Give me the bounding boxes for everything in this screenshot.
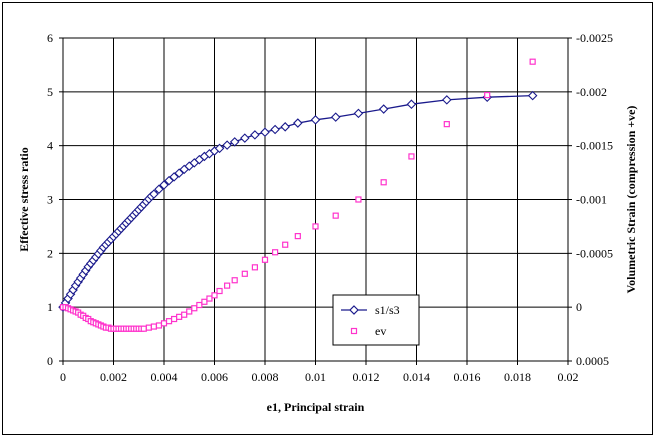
s1s3-point: [353, 108, 364, 119]
s1s3-point: [527, 90, 538, 101]
x-tick-label: 0.02: [558, 370, 579, 384]
x-tick-label: 0.004: [151, 370, 178, 384]
y2-tick-label: 0: [576, 300, 582, 314]
x-tick-label: 0.018: [504, 370, 531, 384]
y-axis-title: Effective stress ratio: [17, 147, 31, 251]
s1s3-point: [169, 172, 179, 182]
ev-point: [171, 315, 178, 323]
s1s3-point: [149, 189, 159, 199]
s1s3-point: [164, 175, 174, 186]
ev-point: [155, 322, 163, 329]
ev-point: [196, 301, 203, 309]
legend-box: [332, 294, 420, 346]
s1s3-point: [406, 99, 417, 109]
y2-tick-label: -0.0025: [576, 31, 613, 45]
legend-s1s3-marker: [349, 305, 359, 315]
ev-point: [443, 121, 450, 128]
s1s3-point: [214, 143, 225, 154]
y-tick-label: 2: [47, 246, 53, 260]
ev-point: [272, 249, 279, 256]
y2-axis-title: Volumetric Strain (compression +ve): [624, 106, 638, 294]
ev-point: [150, 323, 157, 330]
x-tick-label: 0.014: [403, 370, 430, 384]
chart-frame: 0 0.002 0.004 0.006 0.008 0.01 0.012 0.014 0.016…: [2, 2, 653, 435]
ev-point: [206, 295, 213, 302]
y-tick-label: 4: [47, 139, 53, 153]
ev-point: [211, 292, 218, 299]
ev-point: [176, 313, 183, 320]
ev-point: [216, 287, 223, 295]
x-tick-label: 0: [60, 370, 66, 384]
s1s3-point: [378, 104, 389, 114]
ev-point: [529, 58, 536, 65]
ev-point: [181, 311, 188, 318]
ev-point: [294, 233, 301, 240]
chart: 0 0.002 0.004 0.006 0.008 0.01 0.012 0.014 0.016…: [17, 31, 638, 414]
s1s3-point: [222, 140, 232, 150]
ev-point: [380, 179, 387, 186]
x-tick-label: 0.002: [100, 370, 127, 384]
ev-point: [140, 325, 147, 332]
y-tick-label: 1: [47, 300, 53, 314]
ev-point: [145, 324, 152, 331]
x-tick-label: 0.008: [252, 370, 279, 384]
x-axis-title: e1, Principal strain: [267, 400, 365, 414]
x-tick-label: 0.016: [454, 370, 481, 384]
y2-tick-label: 0.0005: [576, 354, 609, 368]
ev-point: [165, 318, 173, 325]
s1s3-point: [174, 168, 184, 178]
legend: s1/s3 ev: [332, 294, 420, 346]
y-tick-label: 3: [47, 193, 53, 207]
y2-tick-label: -0.0005: [576, 246, 613, 260]
ev-point: [282, 241, 289, 248]
legend-ev-marker: [350, 327, 358, 335]
ev-point: [251, 264, 258, 271]
ev-point: [241, 270, 248, 277]
s1s3-point: [280, 122, 290, 132]
s1s3-point: [270, 124, 280, 135]
ev-point: [224, 282, 231, 289]
y2-tick-label: -0.001: [576, 193, 607, 207]
ev-point: [332, 212, 339, 219]
x-tick-label: 0.006: [201, 370, 228, 384]
gridlines: [59, 37, 572, 365]
plot-area: [62, 37, 569, 362]
legend-s1s3-label: s1/s3: [375, 303, 400, 317]
s1s3-point: [250, 130, 260, 140]
tick-labels: 0 0.002 0.004 0.006 0.008 0.01 0.012 0.014 0.016…: [47, 31, 613, 384]
ev-point: [261, 256, 269, 263]
s1s3-point: [159, 180, 169, 190]
ev-point: [408, 153, 415, 160]
ev-point: [355, 196, 362, 203]
ev-point: [312, 223, 319, 230]
ev-point: [160, 320, 168, 327]
s1s3-point: [229, 137, 240, 147]
legend-ev-label: ev: [375, 324, 386, 338]
series-layer: [58, 58, 538, 332]
s1s3-point: [260, 127, 270, 137]
x-tick-label: 0.012: [353, 370, 380, 384]
s1s3-point: [293, 118, 303, 128]
ev-point: [186, 308, 193, 315]
y2-tick-label: -0.0015: [576, 139, 613, 153]
s1s3-point: [310, 115, 321, 125]
ev-point: [191, 305, 198, 312]
y-tick-label: 0: [47, 354, 53, 368]
s1s3-point: [442, 95, 452, 105]
s1s3-point: [240, 133, 250, 143]
y-tick-label: 6: [47, 31, 53, 45]
y2-tick-label: -0.002: [576, 85, 607, 99]
ev-point: [231, 277, 238, 284]
s1s3-point: [330, 112, 341, 122]
x-tick-label: 0.01: [305, 370, 326, 384]
y-tick-label: 5: [47, 85, 53, 99]
ev-point: [201, 298, 208, 305]
s1s3-point: [154, 184, 164, 195]
ev-point: [484, 91, 491, 99]
